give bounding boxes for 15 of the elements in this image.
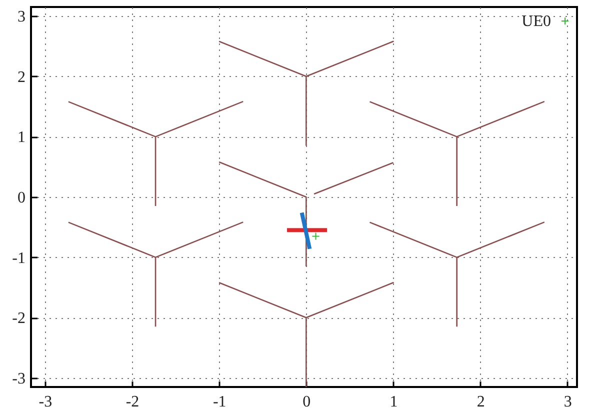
y-tick-label: 0 <box>18 190 26 206</box>
x-tick-label: 2 <box>476 394 485 410</box>
y-tick-label: -2 <box>12 310 26 328</box>
y-tick-label: 1 <box>18 129 26 146</box>
x-tick-label: -2 <box>126 394 140 410</box>
y-tick-label: 3 <box>18 8 26 26</box>
y-tick-label: 2 <box>18 68 26 86</box>
x-tick-label: 3 <box>564 394 572 410</box>
x-tick-label: -3 <box>38 394 52 410</box>
y-tick-label: -3 <box>12 370 26 388</box>
legend-label: UE0 <box>522 13 551 30</box>
x-tick-label: -1 <box>212 394 226 410</box>
x-tick-label: 0 <box>302 394 311 410</box>
y-tick-label: -1 <box>12 250 26 267</box>
x-tick-label: 1 <box>390 394 398 410</box>
